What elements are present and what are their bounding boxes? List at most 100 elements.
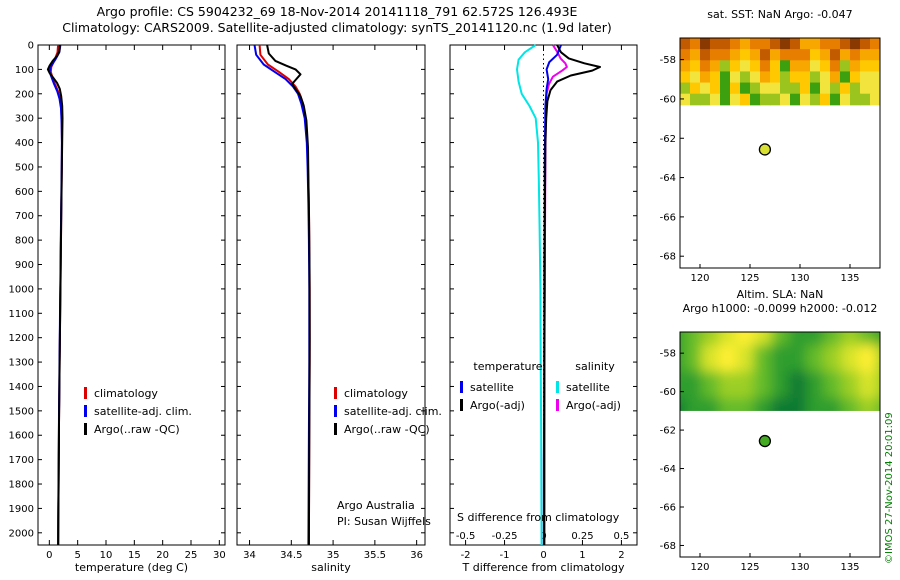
svg-text:20: 20 xyxy=(156,550,169,561)
climatology-line-swatch xyxy=(334,387,337,399)
satellite-adj-line-swatch xyxy=(84,405,87,417)
svg-text:125: 125 xyxy=(740,562,759,573)
svg-text:35.5: 35.5 xyxy=(364,550,386,561)
title-line1: Argo profile: CS 5904232_69 18-Nov-2014 … xyxy=(96,4,578,19)
svg-text:600: 600 xyxy=(15,187,34,198)
sst-map-title: sat. SST: NaN Argo: -0.047 xyxy=(707,8,853,21)
svg-text:-60: -60 xyxy=(660,387,676,398)
legend-label: Argo(-adj) xyxy=(566,398,621,412)
svg-text:1000: 1000 xyxy=(9,284,34,295)
svg-text:-60: -60 xyxy=(660,94,676,105)
svg-text:-1: -1 xyxy=(500,550,510,561)
svg-text:1200: 1200 xyxy=(9,333,34,344)
argo-raw-line-swatch xyxy=(334,423,337,435)
svg-text:2: 2 xyxy=(618,550,624,561)
svg-text:700: 700 xyxy=(15,211,34,222)
legend-label: Argo(-adj) xyxy=(470,398,525,412)
svg-text:800: 800 xyxy=(15,236,34,247)
t-difference-axis-label: T difference from climatology xyxy=(462,561,625,574)
svg-text:1900: 1900 xyxy=(9,504,34,515)
legend-label: climatology xyxy=(344,386,408,400)
svg-text:1500: 1500 xyxy=(9,406,34,417)
svg-text:34.5: 34.5 xyxy=(280,550,302,561)
legend-row-satellite: satellite satellite xyxy=(460,378,634,396)
difference-legend-headers: temperature salinity xyxy=(460,360,634,378)
legend-item-satellite-adj: satellite-adj. clim. xyxy=(334,402,442,420)
svg-text:135: 135 xyxy=(840,273,859,284)
pi-annotation: Argo Australia PI: Susan Wijffels xyxy=(337,498,431,530)
svg-text:-58: -58 xyxy=(660,55,676,66)
legend-item-climatology: climatology xyxy=(334,384,442,402)
legend-label: Argo(..raw -QC) xyxy=(94,422,180,436)
svg-text:135: 135 xyxy=(840,562,859,573)
svg-text:0: 0 xyxy=(28,41,34,52)
figure-header: Argo profile: CS 5904232_69 18-Nov-2014 … xyxy=(17,4,657,36)
s-argo-line-swatch xyxy=(556,399,559,411)
svg-text:400: 400 xyxy=(15,138,34,149)
sla-map-title: Altim. SLA: NaN xyxy=(736,288,824,301)
svg-text:125: 125 xyxy=(740,273,759,284)
legend-label: satellite xyxy=(470,380,514,394)
legend-item-satellite-adj: satellite-adj. clim. xyxy=(84,402,192,420)
svg-text:-0.25: -0.25 xyxy=(492,531,518,542)
legend-header-temperature: temperature xyxy=(473,360,543,373)
climatology-line-swatch xyxy=(84,387,87,399)
satellite-adj-line-swatch xyxy=(334,405,337,417)
legend-label: satellite-adj. clim. xyxy=(94,404,192,418)
argo-raw-line-swatch xyxy=(84,423,87,435)
svg-text:-62: -62 xyxy=(660,426,676,437)
svg-text:120: 120 xyxy=(690,562,709,573)
svg-text:1400: 1400 xyxy=(9,382,34,393)
svg-text:34: 34 xyxy=(243,550,256,561)
legend-label: satellite-adj. clim. xyxy=(344,404,442,418)
legend-row-argo-adj: Argo(-adj) Argo(-adj) xyxy=(460,396,634,414)
pi-annotation-line2: PI: Susan Wijffels xyxy=(337,515,431,528)
svg-text:130: 130 xyxy=(790,562,809,573)
imos-watermark: ©IMOS 27-Nov-2014 20:01:09 xyxy=(884,412,895,564)
legend-item-argo-raw: Argo(..raw -QC) xyxy=(84,420,192,438)
salinity-axis-label: salinity xyxy=(311,561,351,574)
svg-text:-64: -64 xyxy=(660,173,676,184)
sla-map-subtitle: Argo h1000: -0.0099 h2000: -0.012 xyxy=(682,302,878,315)
svg-text:1600: 1600 xyxy=(9,431,34,442)
svg-text:120: 120 xyxy=(690,273,709,284)
legend-item-argo-raw: Argo(..raw -QC) xyxy=(334,420,442,438)
temperature-axis-label: temperature (deg C) xyxy=(74,561,189,574)
svg-text:5: 5 xyxy=(74,550,80,561)
svg-text:2000: 2000 xyxy=(9,528,34,539)
svg-text:-66: -66 xyxy=(660,212,676,223)
t-argo-line-swatch xyxy=(460,399,463,411)
svg-text:-2: -2 xyxy=(461,550,471,561)
svg-text:10: 10 xyxy=(100,550,113,561)
svg-text:100: 100 xyxy=(15,65,34,76)
svg-text:-66: -66 xyxy=(660,503,676,514)
legend-header-salinity: salinity xyxy=(575,360,615,373)
svg-text:15: 15 xyxy=(128,550,141,561)
legend-label: climatology xyxy=(94,386,158,400)
svg-text:0: 0 xyxy=(540,550,546,561)
svg-text:1100: 1100 xyxy=(9,309,34,320)
svg-text:0.25: 0.25 xyxy=(571,531,593,542)
s-difference-axis-label: S difference from climatology xyxy=(457,511,620,524)
pi-annotation-line1: Argo Australia xyxy=(337,499,415,512)
difference-legend: temperature salinity satellite satellite… xyxy=(460,360,634,414)
t-satellite-line-swatch xyxy=(460,381,463,393)
svg-text:-0.5: -0.5 xyxy=(456,531,476,542)
svg-text:130: 130 xyxy=(790,273,809,284)
salinity-legend: climatology satellite-adj. clim. Argo(..… xyxy=(334,384,442,438)
legend-item-climatology: climatology xyxy=(84,384,192,402)
svg-text:-68: -68 xyxy=(660,541,676,552)
svg-text:1700: 1700 xyxy=(9,455,34,466)
svg-text:36: 36 xyxy=(410,550,423,561)
svg-text:1800: 1800 xyxy=(9,480,34,491)
title-line2: Climatology: CARS2009. Satellite-adjuste… xyxy=(62,20,612,35)
legend-label: Argo(..raw -QC) xyxy=(344,422,430,436)
legend-label: satellite xyxy=(566,380,610,394)
svg-text:300: 300 xyxy=(15,114,34,125)
svg-text:0.5: 0.5 xyxy=(613,531,629,542)
svg-text:-62: -62 xyxy=(660,134,676,145)
svg-text:35: 35 xyxy=(327,550,340,561)
svg-text:900: 900 xyxy=(15,260,34,271)
